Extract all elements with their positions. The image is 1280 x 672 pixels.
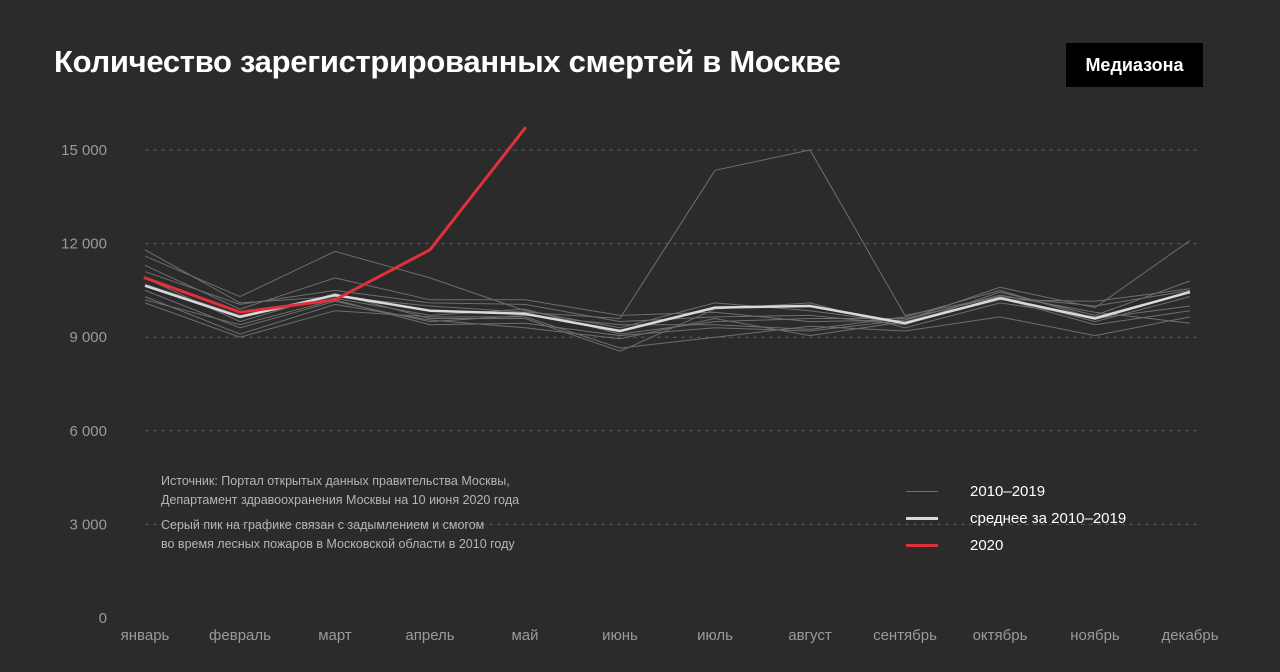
series-average xyxy=(144,284,1191,333)
legend: 2010–2019 среднее за 2010–2019 2020 xyxy=(906,478,1126,559)
legend-item-average: среднее за 2010–2019 xyxy=(906,505,1126,532)
x-tick-label: ноябрь xyxy=(1070,627,1120,644)
x-tick-label: декабрь xyxy=(1161,627,1218,644)
series-2010-2019 xyxy=(144,149,1191,352)
y-axis: 0 3 000 6 000 9 000 12 000 15 000 xyxy=(61,142,107,627)
y-tick-label: 3 000 xyxy=(69,516,107,533)
y-tick-label: 0 xyxy=(99,610,107,627)
smog-note-line: Серый пик на графике связан с задымление… xyxy=(161,518,485,532)
series-line-year xyxy=(144,250,1191,329)
series-line-year xyxy=(144,271,1191,326)
smog-note-line: во время лесных пожаров в Московской обл… xyxy=(161,537,515,551)
series-line-year xyxy=(144,240,1191,323)
chart-title: Количество зарегистрированных смертей в … xyxy=(54,44,841,79)
x-tick-label: август xyxy=(788,627,832,644)
series-2020 xyxy=(143,126,527,314)
x-tick-label: июнь xyxy=(602,627,638,644)
series-line-year xyxy=(144,294,1191,337)
series-line-year xyxy=(144,149,1191,320)
smog-note: Серый пик на графике связан с задымление… xyxy=(161,516,515,554)
legend-label: среднее за 2010–2019 xyxy=(970,510,1127,527)
x-tick-label: март xyxy=(318,627,352,644)
x-tick-label: сентябрь xyxy=(873,627,937,644)
series-line-average xyxy=(144,284,1191,333)
x-tick-label: октябрь xyxy=(973,627,1028,644)
x-tick-label: февраль xyxy=(209,627,271,644)
grid-layer xyxy=(145,149,1198,525)
source-note-line: Департамент здравоохранения Москвы на 10… xyxy=(161,493,520,507)
x-tick-label: апрель xyxy=(405,627,454,644)
source-note-line: Источник: Портал открытых данных правите… xyxy=(161,474,510,488)
x-tick-label: июль xyxy=(697,627,733,644)
y-tick-label: 6 000 xyxy=(69,423,107,440)
series-line-year xyxy=(144,283,1191,335)
legend-swatch-years xyxy=(906,491,938,492)
series-line-2020 xyxy=(143,126,527,314)
legend-item-2020: 2020 xyxy=(906,532,1126,559)
source-note: Источник: Портал открытых данных правите… xyxy=(161,472,519,510)
legend-swatch-2020 xyxy=(906,544,938,547)
x-tick-label: январь xyxy=(121,627,170,644)
y-tick-label: 12 000 xyxy=(61,236,107,253)
series-line-year xyxy=(144,302,1191,349)
y-tick-label: 15 000 xyxy=(61,142,107,159)
brand-logo: Медиазона xyxy=(1066,43,1203,87)
legend-swatch-average xyxy=(906,517,938,520)
x-tick-label: май xyxy=(511,627,538,644)
legend-label: 2010–2019 xyxy=(970,483,1046,500)
series-line-year xyxy=(144,289,1191,330)
y-tick-label: 9 000 xyxy=(69,329,107,346)
legend-label: 2020 xyxy=(970,537,1004,554)
legend-item-years: 2010–2019 xyxy=(906,478,1126,505)
x-axis: январь февраль март апрель май июнь июль август… xyxy=(121,627,1219,644)
